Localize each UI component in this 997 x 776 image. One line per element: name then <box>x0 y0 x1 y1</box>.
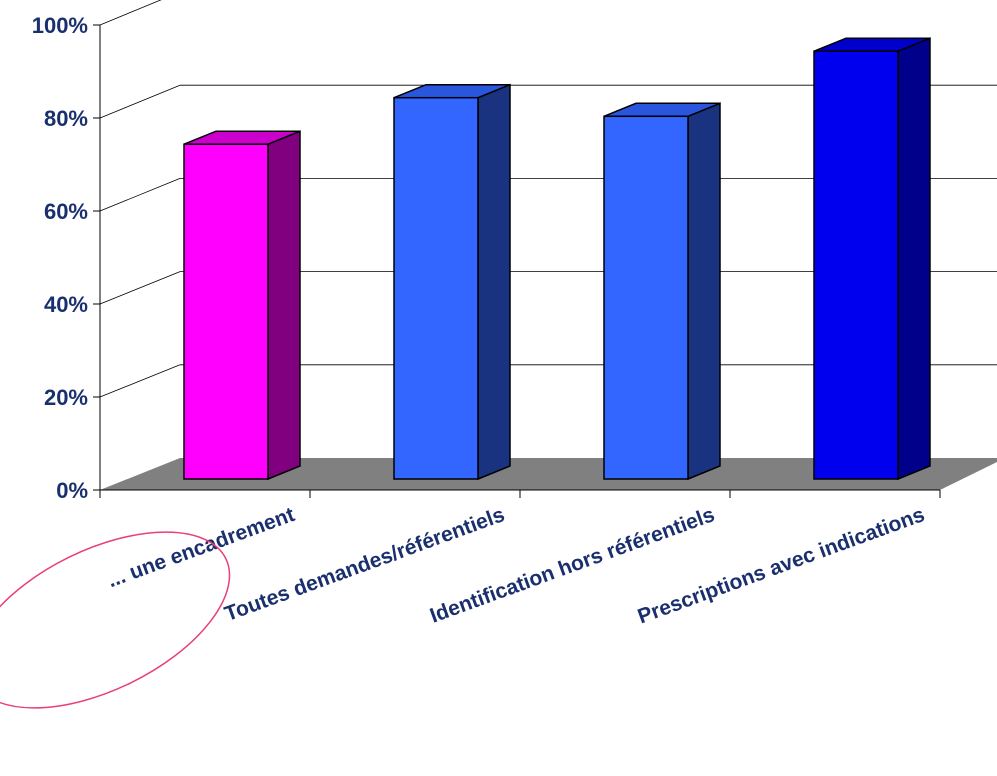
gridline-side <box>99 364 181 398</box>
chart-floor <box>100 458 997 490</box>
y-tick-label: 60% <box>44 199 88 224</box>
gridline-side <box>99 0 162 26</box>
bar-front <box>183 143 269 480</box>
gridline-side <box>99 271 181 305</box>
y-tick-label: 40% <box>44 292 88 317</box>
y-tick-label: 0% <box>56 478 88 503</box>
floor-plane <box>100 458 997 490</box>
bar <box>813 37 931 481</box>
x-axis <box>99 489 941 498</box>
bar-side <box>477 83 511 481</box>
bar <box>393 83 511 481</box>
y-tick-label: 20% <box>44 385 88 410</box>
bar-series <box>183 37 931 481</box>
y-tick-label: 100% <box>32 13 88 38</box>
y-tick-label: 80% <box>44 106 88 131</box>
bar <box>183 130 301 481</box>
bar-side <box>897 37 931 481</box>
category-label: ... une encadrement <box>105 503 298 592</box>
bar-side <box>687 102 721 481</box>
bar-front <box>393 96 479 480</box>
bar-side <box>267 130 301 481</box>
gridline-side <box>99 84 181 119</box>
bar-front <box>603 115 689 480</box>
bar-front <box>813 50 899 480</box>
bar <box>603 102 721 481</box>
highlight-ellipse <box>0 531 231 709</box>
y-axis: 0% 20% 40% 60% 80% 100% <box>32 13 101 503</box>
gridline-side <box>99 178 181 212</box>
